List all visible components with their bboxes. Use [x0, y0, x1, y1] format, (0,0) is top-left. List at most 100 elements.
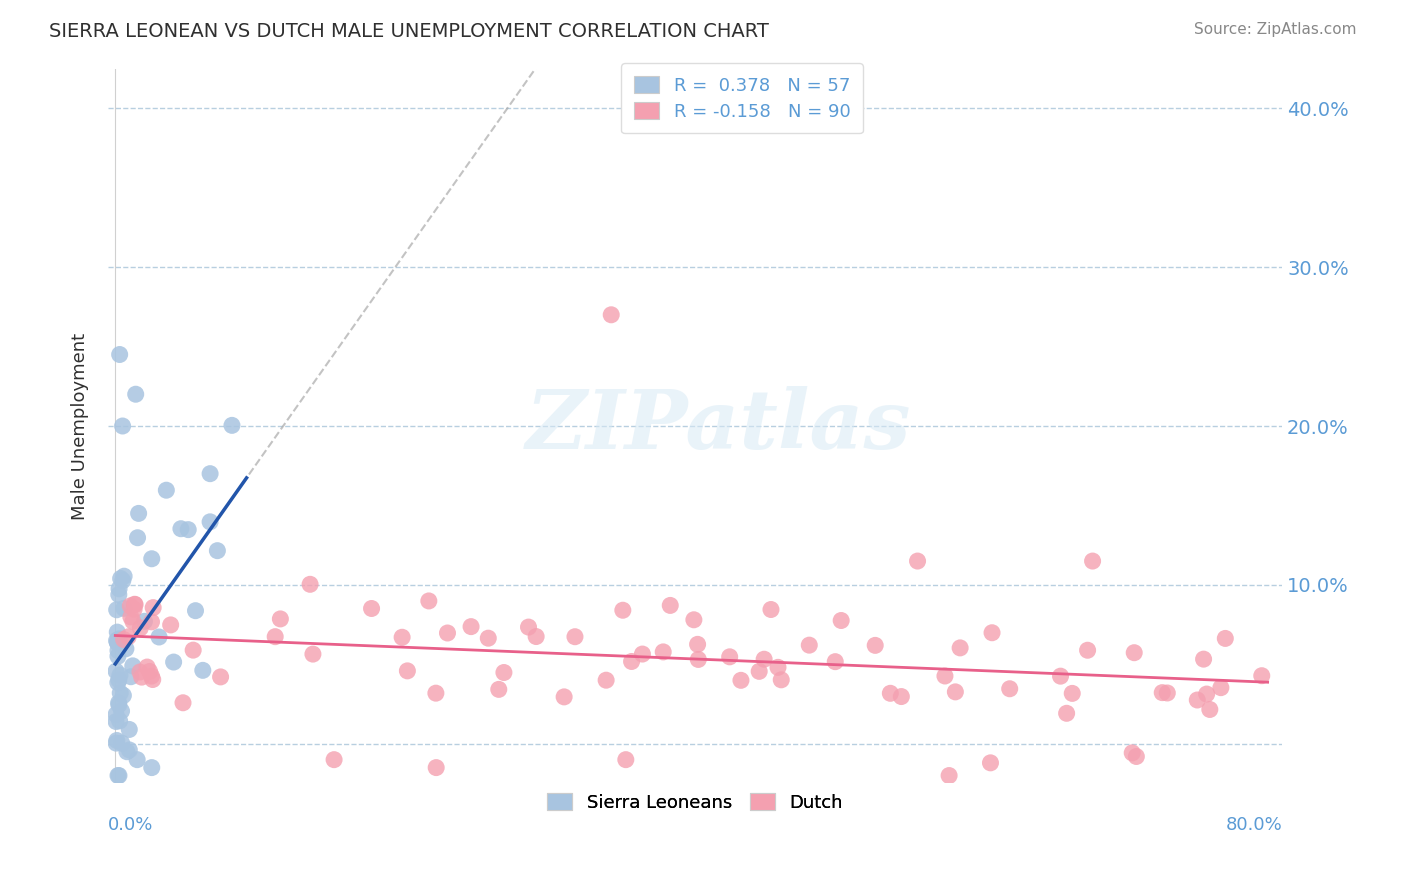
Point — [748, 665, 770, 679]
Point — [730, 673, 752, 688]
Point — [759, 602, 782, 616]
Point — [105, 664, 128, 678]
Point — [105, 633, 128, 648]
Y-axis label: Male Unemployment: Male Unemployment — [72, 333, 89, 519]
Point — [107, 673, 129, 687]
Point — [107, 643, 129, 657]
Point — [105, 635, 128, 649]
Point — [108, 714, 131, 728]
Point — [425, 761, 447, 775]
Point — [105, 625, 128, 640]
Text: 0.0%: 0.0% — [108, 815, 153, 834]
Point — [492, 665, 515, 680]
Point — [391, 630, 413, 644]
Point — [110, 704, 132, 718]
Point — [159, 618, 181, 632]
Point — [1125, 749, 1147, 764]
Point — [600, 308, 623, 322]
Point — [612, 603, 634, 617]
Point — [172, 696, 194, 710]
Point — [269, 612, 291, 626]
Point — [118, 723, 141, 737]
Point — [564, 630, 586, 644]
Point — [1152, 686, 1174, 700]
Point — [105, 736, 128, 750]
Point — [108, 582, 131, 596]
Point — [138, 665, 160, 679]
Point — [170, 522, 193, 536]
Point — [1077, 643, 1099, 657]
Point — [110, 572, 132, 586]
Point — [141, 615, 163, 629]
Point — [949, 640, 972, 655]
Point — [107, 768, 129, 782]
Point — [477, 631, 499, 645]
Text: SIERRA LEONEAN VS DUTCH MALE UNEMPLOYMENT CORRELATION CHART: SIERRA LEONEAN VS DUTCH MALE UNEMPLOYMEN… — [49, 22, 769, 41]
Text: 80.0%: 80.0% — [1226, 815, 1282, 834]
Point — [129, 621, 152, 635]
Point — [105, 714, 128, 729]
Text: ZIPatlas: ZIPatlas — [526, 386, 911, 466]
Point — [148, 630, 170, 644]
Point — [111, 736, 134, 750]
Point — [122, 615, 145, 629]
Point — [979, 756, 1001, 770]
Point — [131, 670, 153, 684]
Point — [184, 604, 207, 618]
Point — [614, 753, 637, 767]
Point — [1213, 632, 1236, 646]
Point — [943, 685, 966, 699]
Point — [595, 673, 617, 688]
Point — [107, 696, 129, 710]
Point — [652, 645, 675, 659]
Point — [1062, 686, 1084, 700]
Point — [686, 637, 709, 651]
Point — [107, 649, 129, 664]
Point — [934, 669, 956, 683]
Point — [799, 638, 821, 652]
Point — [425, 686, 447, 700]
Point — [1123, 646, 1146, 660]
Point — [1192, 652, 1215, 666]
Point — [221, 418, 243, 433]
Point — [118, 743, 141, 757]
Point — [1156, 686, 1178, 700]
Point — [108, 347, 131, 361]
Point — [752, 652, 775, 666]
Point — [209, 670, 232, 684]
Point — [659, 599, 682, 613]
Point — [107, 588, 129, 602]
Point — [112, 689, 135, 703]
Point — [517, 620, 540, 634]
Point — [299, 577, 322, 591]
Point — [107, 675, 129, 690]
Point — [1056, 706, 1078, 721]
Point — [198, 515, 221, 529]
Point — [620, 655, 643, 669]
Point — [488, 682, 510, 697]
Point — [141, 669, 163, 683]
Point — [418, 594, 440, 608]
Point — [198, 467, 221, 481]
Point — [127, 531, 149, 545]
Point — [683, 613, 706, 627]
Point — [1250, 669, 1272, 683]
Point — [688, 652, 710, 666]
Point — [1049, 669, 1071, 683]
Point — [360, 601, 382, 615]
Text: Source: ZipAtlas.com: Source: ZipAtlas.com — [1194, 22, 1357, 37]
Point — [631, 647, 654, 661]
Point — [125, 387, 148, 401]
Point — [112, 601, 135, 615]
Point — [120, 610, 142, 624]
Point — [108, 768, 131, 782]
Point — [141, 761, 163, 775]
Point — [142, 600, 165, 615]
Point — [1121, 746, 1143, 760]
Point — [938, 768, 960, 782]
Point — [108, 632, 131, 646]
Point — [120, 670, 142, 684]
Point — [121, 658, 143, 673]
Point — [105, 707, 128, 722]
Point — [112, 569, 135, 583]
